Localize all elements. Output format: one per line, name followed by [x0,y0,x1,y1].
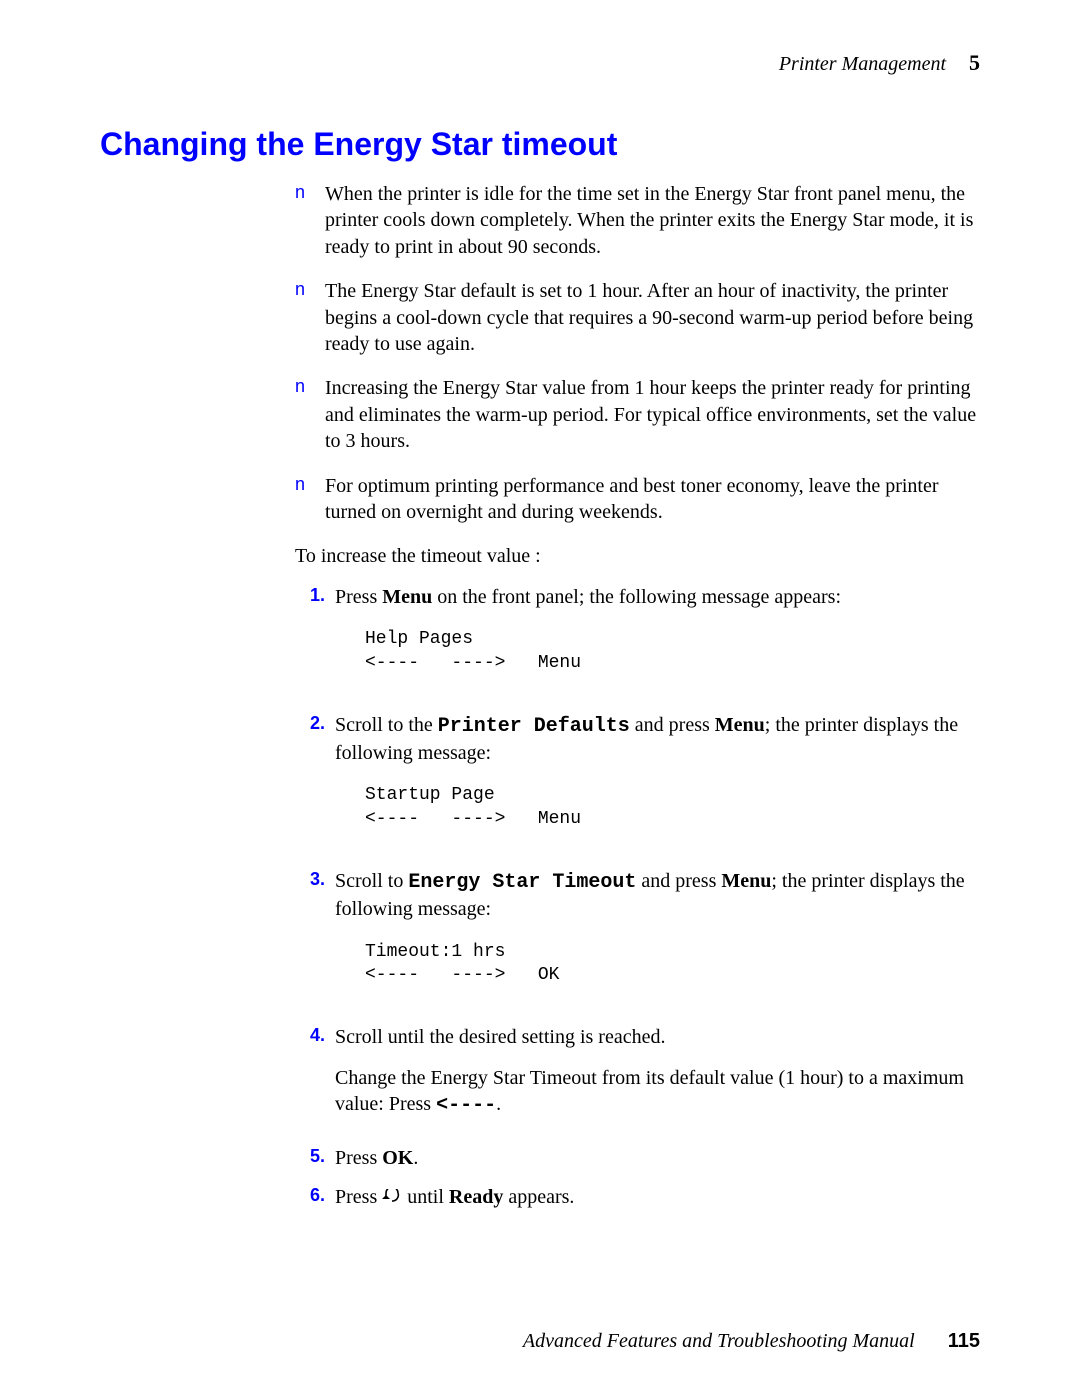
ok-key: OK [382,1147,413,1169]
step-text: Scroll until the desired setting is reac… [335,1024,980,1050]
lcd-display: Timeout:1 hrs <---- ----> OK [365,941,980,989]
intro-line: To increase the timeout value : [295,543,980,569]
step-4: 4. Scroll until the desired setting is r… [295,1024,980,1133]
bullet-text: Increasing the Energy Star value from 1 … [325,375,980,454]
step-body: Press Menu on the front panel; the follo… [335,584,980,700]
step-body: Scroll to Energy Star Timeout and press … [335,868,980,1012]
section-name: Printer Management [779,53,946,75]
bullet-icon: n [295,181,325,260]
step-number: 5. [295,1145,335,1171]
back-arrow-icon [382,1189,402,1205]
step-body: Scroll until the desired setting is reac… [335,1024,980,1133]
content-body: n When the printer is idle for the time … [295,181,980,1210]
step-3: 3. Scroll to Energy Star Timeout and pre… [295,868,980,1012]
menu-key: Menu [382,586,432,608]
lcd-display: Startup Page <---- ----> Menu [365,784,980,832]
step-1: 1. Press Menu on the front panel; the fo… [295,584,980,700]
bullet-item: n The Energy Star default is set to 1 ho… [295,278,980,357]
step-number: 1. [295,584,335,700]
step-text: Press until Ready appears. [335,1186,574,1208]
page: Printer Management 5 Changing the Energy… [0,0,1080,1397]
step-2: 2. Scroll to the Printer Defaults and pr… [295,712,980,856]
bullet-icon: n [295,473,325,526]
step-number: 2. [295,712,335,856]
page-number: 115 [948,1330,980,1352]
step-text: Press OK. [335,1147,418,1169]
bullet-item: n For optimum printing performance and b… [295,473,980,526]
chapter-number: 5 [969,50,980,75]
menu-item: Energy Star Timeout [408,871,636,894]
bullet-item: n Increasing the Energy Star value from … [295,375,980,454]
page-title: Changing the Energy Star timeout [100,126,980,163]
bullet-item: n When the printer is idle for the time … [295,181,980,260]
step-body: Press until Ready appears. [335,1184,980,1210]
bullet-icon: n [295,278,325,357]
step-text: Press Menu on the front panel; the follo… [335,586,841,608]
step-number: 6. [295,1184,335,1210]
step-number: 3. [295,868,335,1012]
step-text: Scroll to Energy Star Timeout and press … [335,870,965,920]
bullet-text: The Energy Star default is set to 1 hour… [325,278,980,357]
step-number: 4. [295,1024,335,1133]
bullet-icon: n [295,375,325,454]
lcd-display: Help Pages <---- ----> Menu [365,628,980,676]
running-header: Printer Management 5 [100,50,980,76]
menu-item: Printer Defaults [438,715,630,738]
menu-key: Menu [715,714,765,736]
step-6: 6. Press until Ready appears. [295,1184,980,1210]
step-text: Scroll to the Printer Defaults and press… [335,714,958,764]
ready-state: Ready [449,1186,503,1208]
key-press: <---- [436,1094,496,1117]
menu-key: Menu [721,870,771,892]
numbered-steps: 1. Press Menu on the front panel; the fo… [295,584,980,1210]
page-footer: Advanced Features and Troubleshooting Ma… [523,1330,980,1353]
step-5: 5. Press OK. [295,1145,980,1171]
bullet-text: For optimum printing performance and bes… [325,473,980,526]
bullet-text: When the printer is idle for the time se… [325,181,980,260]
step-body: Press OK. [335,1145,980,1171]
manual-title: Advanced Features and Troubleshooting Ma… [523,1330,915,1352]
step-text: Change the Energy Star Timeout from its … [335,1065,980,1120]
step-body: Scroll to the Printer Defaults and press… [335,712,980,856]
bullet-list: n When the printer is idle for the time … [295,181,980,525]
